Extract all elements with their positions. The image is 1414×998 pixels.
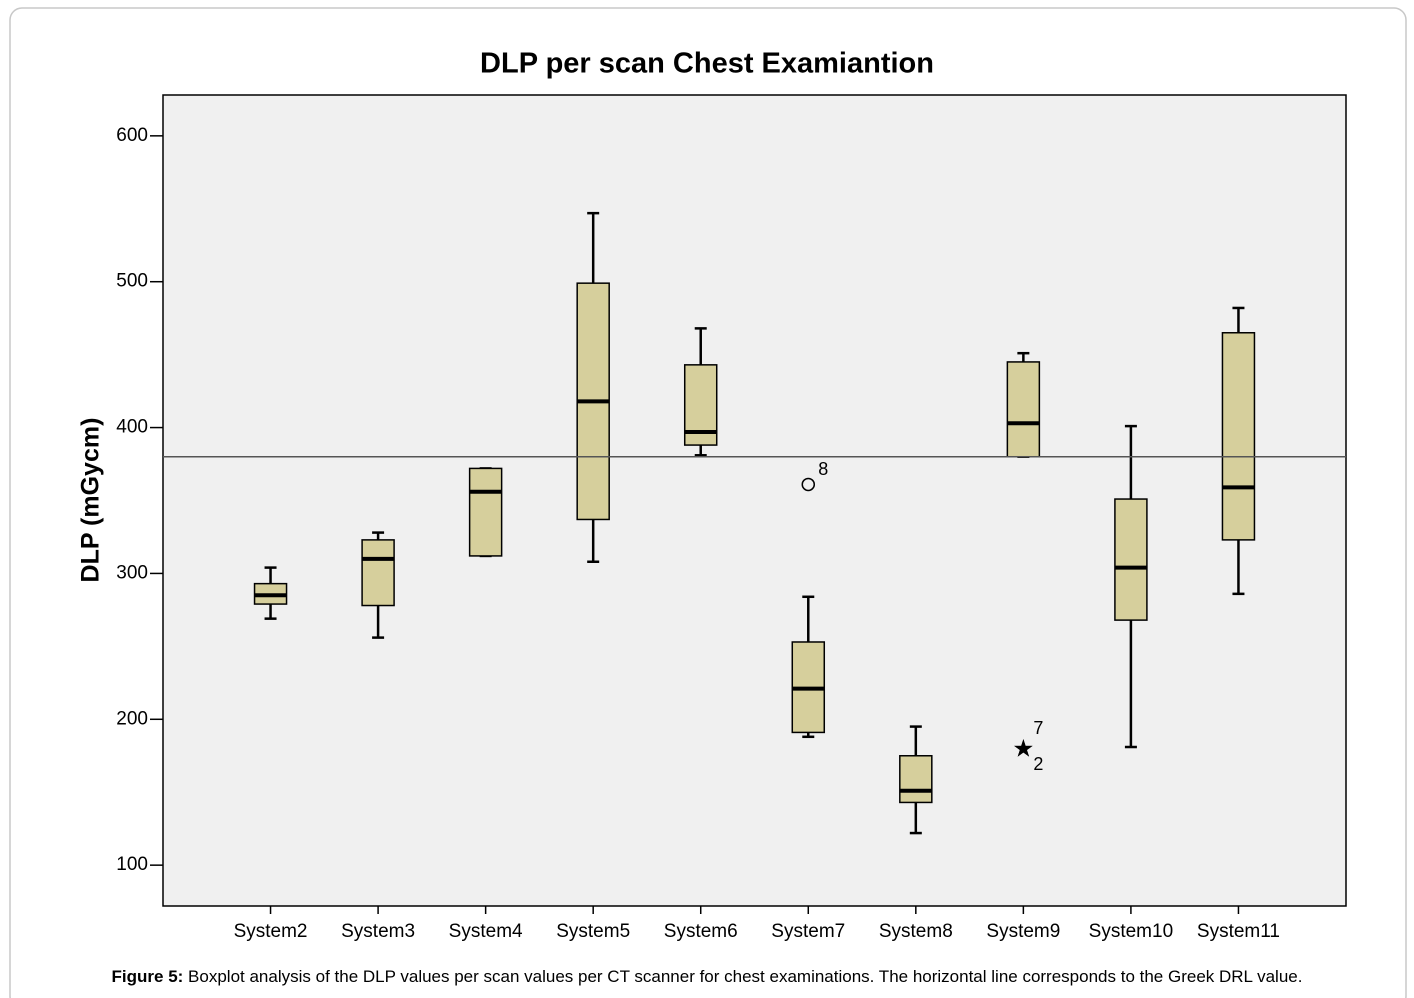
x-tick-label: System2	[234, 921, 308, 942]
y-tick-label: 100	[116, 854, 148, 875]
x-tick-label: System8	[879, 921, 953, 942]
x-tick-label: System10	[1089, 921, 1173, 942]
x-tick-label: System6	[664, 921, 738, 942]
extreme-outlier: ★	[1013, 735, 1035, 762]
x-tick-label: System4	[449, 921, 523, 942]
caption-label: Figure 5:	[112, 967, 184, 986]
caption: Figure 5: Boxplot analysis of the DLP va…	[112, 967, 1303, 986]
box	[899, 755, 933, 804]
y-tick-label: 400	[116, 417, 148, 438]
x-tick-label: System3	[341, 921, 415, 942]
extreme-outlier: ★	[1013, 735, 1035, 762]
box	[361, 539, 395, 607]
outlier	[801, 477, 816, 492]
y-tick-label: 300	[116, 562, 148, 583]
x-tick-label: System5	[556, 921, 630, 942]
outlier-label: 2	[1033, 754, 1043, 774]
y-tick-label: 500	[116, 271, 148, 292]
plot-area	[162, 94, 1347, 907]
outlier-label: 8	[818, 459, 828, 479]
chart-title: DLP per scan Chest Examiantion	[480, 48, 934, 80]
x-tick-label: System9	[986, 921, 1060, 942]
box	[1221, 332, 1256, 541]
y-tick-label: 200	[116, 708, 148, 729]
box	[468, 467, 503, 557]
caption-text: Boxplot analysis of the DLP values per s…	[183, 967, 1302, 986]
x-tick-label: System11	[1197, 921, 1280, 942]
x-tick-label: System7	[771, 921, 845, 942]
box	[1006, 361, 1041, 458]
outlier-label: 7	[1033, 718, 1043, 738]
box	[1114, 498, 1148, 621]
y-axis-label: DLP (mGycm)	[77, 418, 105, 583]
y-tick-label: 600	[116, 125, 148, 146]
